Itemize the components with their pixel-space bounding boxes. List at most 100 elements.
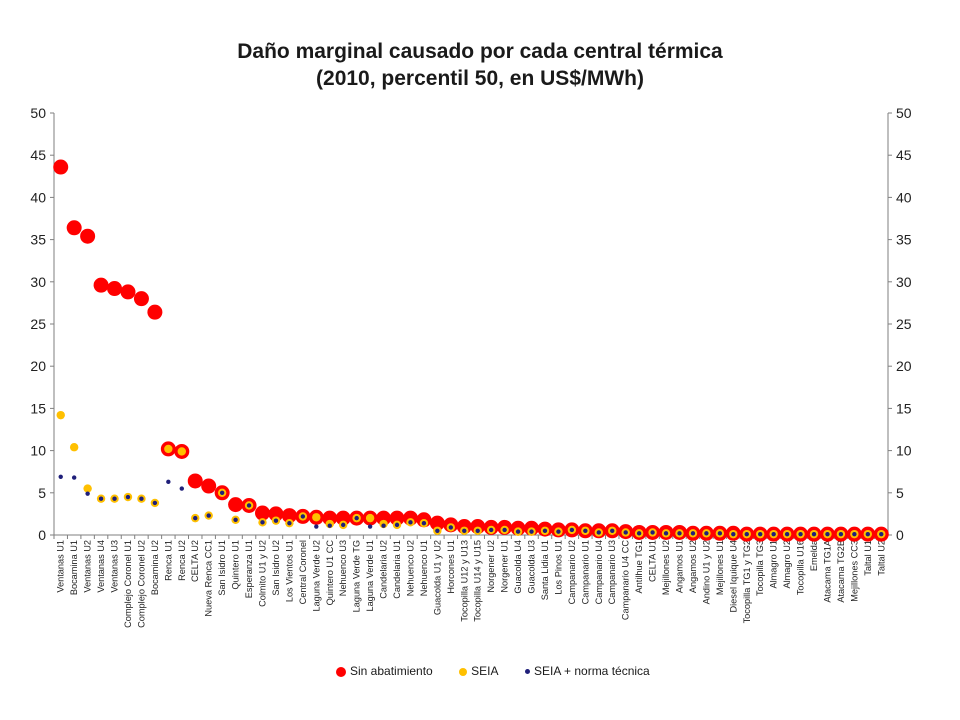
point-sin-abatimiento [389,510,405,526]
x-category-label: Laguna Verde U1 [365,540,375,612]
x-category-label: Central Coronel [298,540,308,604]
point-sin-abatimiento [281,508,297,524]
x-category-label: Laguna Verde U2 [311,540,321,612]
point-seia-norma [273,518,279,523]
point-seia-norma [408,520,413,525]
point-seia-norma [287,520,292,526]
point-seia-norma [758,531,763,537]
x-category-label: Horcones U1 [446,540,456,594]
point-seia-norma [435,528,440,533]
legend-marker-red [336,666,346,677]
legend-item-seia-norma: SEIA + norma técnica [524,663,650,678]
x-category-label: Norgener U2 [486,540,496,593]
x-category-label: Quintero U1 CC [325,540,335,606]
point-seia-norma [421,520,427,526]
x-category-label: Bocamina U2 [150,540,160,595]
y-tick-label-right: 45 [896,147,912,163]
point-seia-norma [219,490,225,495]
point-seia [56,410,65,420]
x-category-label: Bocamina U1 [69,540,79,595]
x-category-label: Ventanas U4 [96,540,106,593]
x-category-label: Guacolda U1 y U2 [432,540,442,615]
point-seia [69,443,79,452]
point-seia-norma [341,522,346,528]
x-category-label: Nehuenco U1 [419,540,429,596]
x-category-label: Nueva Renca CC1 [204,540,214,617]
y-tick-label-right: 35 [896,232,912,248]
point-seia-norma [744,531,749,537]
x-category-label: Campanario U2 [567,540,577,604]
chart-title-line-1: Daño marginal causado por cada central t… [237,40,723,63]
point-seia-norma [260,520,265,525]
y-tick-label-left: 30 [30,274,46,290]
x-category-label: Nehuenco U3 [338,540,348,596]
point-seia [312,513,321,522]
point-seia-norma [246,503,252,508]
x-category-label: Taltal U2 [876,540,886,576]
x-category-label: CELTA U1 [648,540,658,582]
point-sin-abatimiento [255,505,270,521]
point-seia-norma [58,474,63,479]
x-category-label: Ventanas U3 [110,540,120,593]
y-tick-label-right: 5 [896,485,904,501]
y-tick-label-right: 25 [896,316,912,332]
y-tick-label-left: 50 [30,105,46,121]
legend-label-seia-norma: SEIA + norma técnica [533,663,650,678]
x-category-label: Mejillones U2 [661,540,671,595]
point-seia-norma [865,531,871,537]
point-seia-norma [677,531,682,536]
point-sin-abatimiento [376,510,392,526]
point-sin-abatimiento [201,478,217,494]
point-seia-norma [596,530,601,535]
x-category-label: Campanario U1 [580,540,590,604]
x-category-label: Laguna Verde TG [352,540,362,612]
y-tick-label-right: 20 [896,358,912,374]
x-category-label: Tocopilla TG3 [755,540,765,596]
point-seia-norma [125,494,131,500]
point-seia-norma [98,496,104,501]
point-sin-abatimiento [228,497,244,513]
point-sin-abatimiento [80,228,96,244]
x-category-label: Complejo Coronel U1 [123,540,133,628]
point-seia-norma [381,523,386,528]
point-seia-norma [556,529,561,534]
x-category-label: San Isidro U1 [217,540,227,596]
x-category-label: Tocopilla U14 y U15 [473,540,483,622]
x-category-label: Norgener U1 [500,540,510,593]
y-tick-label-left: 5 [38,485,46,501]
x-category-label: Los Vientos U1 [284,540,294,602]
x-category-label: Antilhue TG1 [634,540,644,593]
point-sin-abatimiento [133,291,149,307]
y-tick-label-left: 10 [30,443,46,459]
x-category-label: Emelda [809,539,819,571]
x-category-label: Esperanza U1 [244,540,254,598]
legend-label-sin-abatimiento: Sin abatimiento [350,663,433,678]
point-seia [177,447,186,456]
y-tick-label-left: 0 [38,527,46,543]
point-seia-norma [731,531,736,537]
x-category-label: Mejillones U1 [715,540,725,595]
x-category-label: Campanario U4 [594,540,604,604]
point-seia-norma [233,517,238,523]
point-seia-norma [193,515,198,521]
point-seia-norma [112,496,117,501]
point-sin-abatimiento [187,473,203,489]
point-sin-abatimiento [335,510,351,526]
x-category-label: Andino U1 y U2 [701,540,711,604]
point-seia [164,444,173,454]
point-seia-norma [488,527,494,533]
x-category-label: Angamos U2 [688,540,698,593]
point-seia-norma [650,530,655,535]
point-sin-abatimiento [322,510,338,526]
x-category-label: Renca U1 [163,540,173,581]
point-seia-norma [663,531,669,536]
point-seia-norma [610,528,615,533]
y-tick-label-right: 10 [896,443,912,459]
x-category-label: Candelaria U1 [392,540,402,599]
point-seia-norma [623,530,628,535]
x-category-label: Campanario U4 CC [621,540,631,621]
x-category-label: Ventanas U2 [83,540,93,593]
x-category-label: Ventanas U1 [56,540,66,593]
y-tick-label-left: 45 [30,147,46,163]
point-sin-abatimiento [107,281,123,297]
